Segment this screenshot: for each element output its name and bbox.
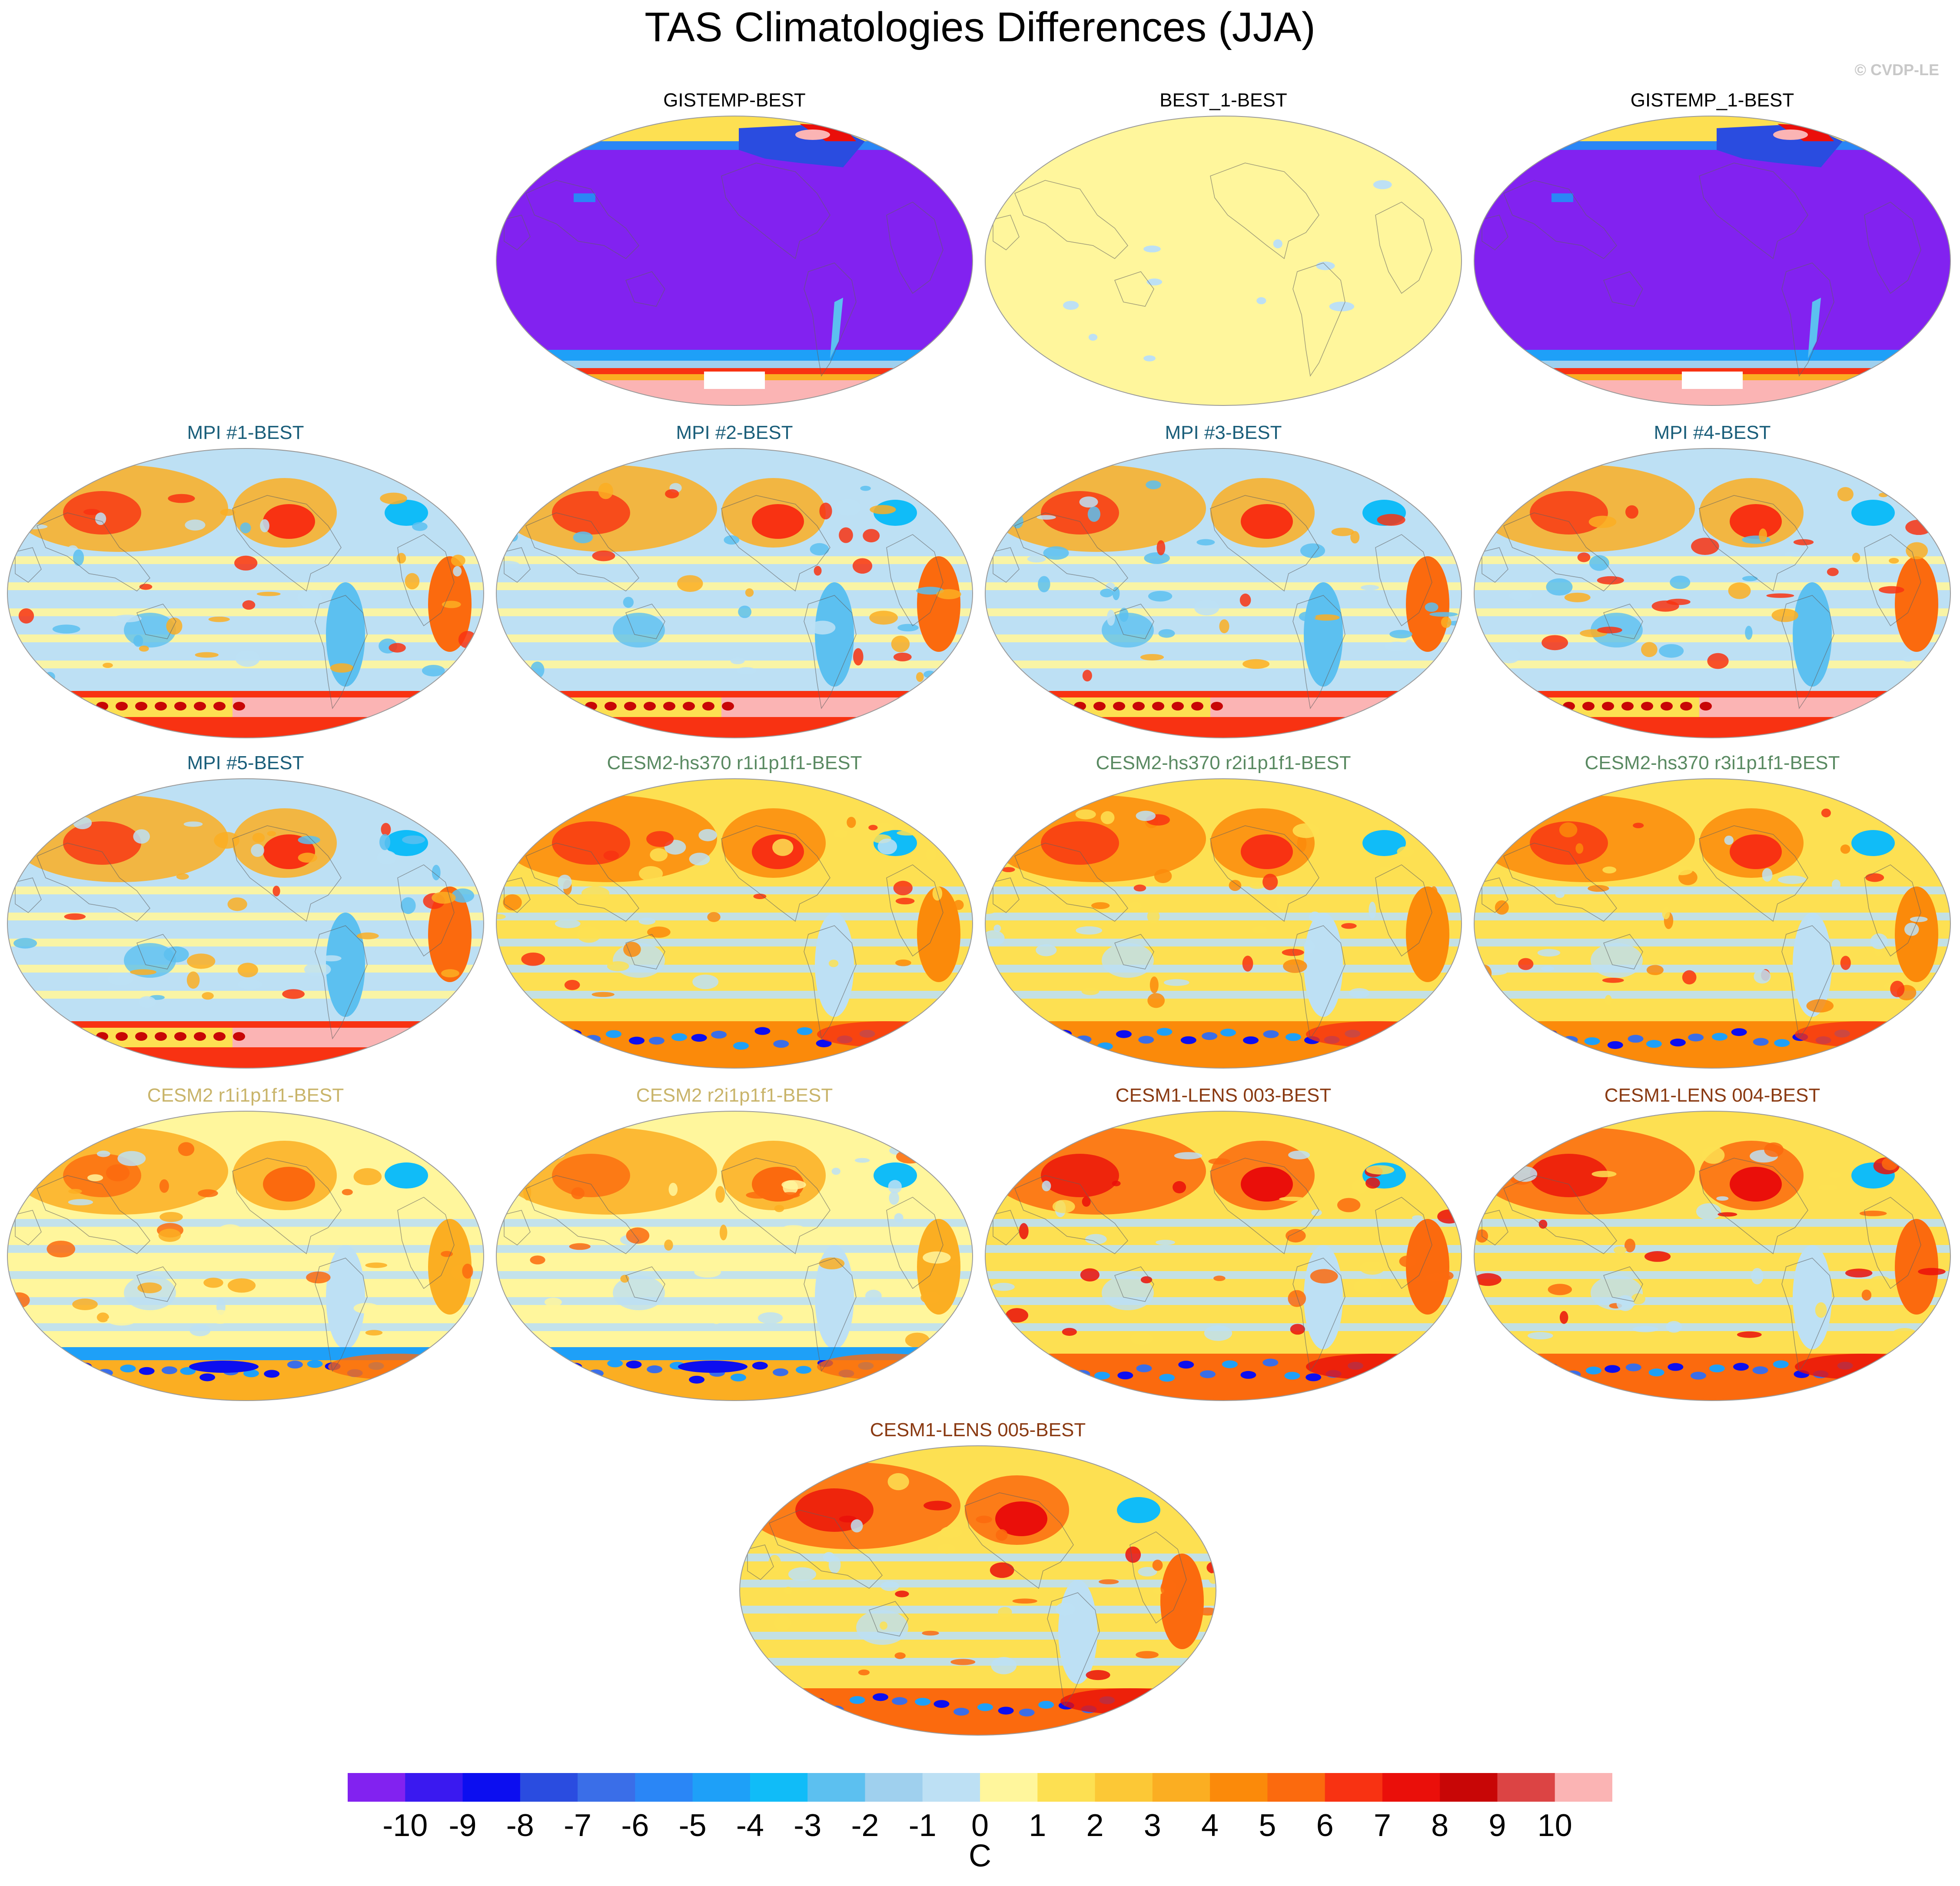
colorbar-box [1210,1773,1268,1802]
colorbar-tick-label: 8 [1431,1808,1449,1843]
colorbar-tick-label: -8 [506,1808,534,1843]
colorbar-box [1037,1773,1096,1802]
colorbar-tick-label: 6 [1316,1808,1334,1843]
colorbar-tick-label: 1 [1029,1808,1046,1843]
colorbar-tick-label: -5 [678,1808,707,1843]
map-panel-title: CESM2-hs370 r1i1p1f1-BEST [607,752,862,774]
colorbar-box [865,1773,923,1802]
colorbar-tick-label: 3 [1143,1808,1161,1843]
colorbar-tick-label: -2 [851,1808,879,1843]
colorbar-box [1555,1773,1612,1802]
map-panel: MPI #3-BEST [984,422,1462,743]
map-plot [7,778,484,1069]
colorbar-tick-label: 0 [971,1808,989,1843]
map-panel-title: BEST_1-BEST [1159,90,1287,111]
map-panel-title: MPI #2-BEST [676,422,793,443]
map-panel-title: CESM2-hs370 r3i1p1f1-BEST [1585,752,1840,774]
colorbar-tick-label: -6 [621,1808,649,1843]
map-plot [1474,1111,1951,1401]
map-plot [496,116,973,406]
map-plot [1474,448,1951,738]
colorbar-tick-labels: -10 -9 -8 -7 -6 -5 -4 -3 -2 -1 0 1 2 3 4 5 6 7 8 9 10 [0,1808,1960,1843]
map-plot [496,778,973,1069]
map-panel-title: CESM1-LENS 004-BEST [1604,1085,1820,1106]
map-panel: CESM2 r2i1p1f1-BEST [495,1084,973,1406]
map-panel-title: CESM2-hs370 r2i1p1f1-BEST [1096,752,1351,774]
map-plot [985,116,1462,406]
colorbar-box [1440,1773,1498,1802]
map-panel: CESM1-LENS 005-BEST [739,1419,1217,1740]
colorbar-tick-label: -7 [564,1808,592,1843]
colorbar-box [692,1773,751,1802]
map-panel: MPI #4-BEST [1473,422,1951,743]
map-panel: MPI #1-BEST [7,422,485,743]
colorbar-tick-label: 10 [1537,1808,1572,1843]
colorbar-tick-label: -3 [794,1808,822,1843]
map-panel: GISTEMP-BEST [495,89,973,411]
colorbar-boxes [348,1773,1612,1802]
map-plot [496,448,973,738]
map-plot [7,448,484,738]
colorbar-box [807,1773,865,1802]
map-panel: CESM2-hs370 r2i1p1f1-BEST [984,752,1462,1073]
colorbar-box [1497,1773,1555,1802]
colorbar-box [750,1773,808,1802]
colorbar-box [1095,1773,1153,1802]
colorbar-box [520,1773,578,1802]
colorbar-tick-label: 9 [1488,1808,1506,1843]
map-panel: GISTEMP_1-BEST [1473,89,1951,411]
colorbar-box [462,1773,521,1802]
map-plot [985,778,1462,1069]
map-panel-title: CESM2 r2i1p1f1-BEST [636,1085,833,1106]
map-panel: CESM2-hs370 r1i1p1f1-BEST [495,752,973,1073]
map-panel-title: GISTEMP-BEST [663,90,806,111]
map-panel-title: MPI #1-BEST [187,422,304,443]
colorbar-box [348,1773,405,1802]
colorbar-box [578,1773,635,1802]
map-plot [985,448,1462,738]
colorbar-units: C [969,1839,991,1873]
colorbar-tick-label: 7 [1373,1808,1391,1843]
colorbar-tick-label: -4 [736,1808,764,1843]
map-panel: BEST_1-BEST [984,89,1462,411]
map-panel-title: MPI #5-BEST [187,752,304,774]
colorbar-box [922,1773,980,1802]
map-plot [1474,116,1951,406]
colorbar-box [405,1773,463,1802]
map-panel: CESM2 r1i1p1f1-BEST [7,1084,485,1406]
map-panel-title: GISTEMP_1-BEST [1630,90,1794,111]
copyright-label: © CVDP-LE [1854,61,1939,79]
map-plot [1474,778,1951,1069]
colorbar [348,1773,1612,1802]
map-panel: MPI #2-BEST [495,422,973,743]
colorbar-tick-label: -9 [448,1808,477,1843]
map-panel: MPI #5-BEST [7,752,485,1073]
colorbar-tick-label: 4 [1201,1808,1219,1843]
map-panel: CESM1-LENS 004-BEST [1473,1084,1951,1406]
colorbar-tick-label: 5 [1259,1808,1276,1843]
colorbar-box [1152,1773,1210,1802]
colorbar-tick-label: 2 [1086,1808,1104,1843]
map-panel: CESM2-hs370 r3i1p1f1-BEST [1473,752,1951,1073]
colorbar-tick-label: -10 [382,1808,428,1843]
colorbar-tick-label: -1 [908,1808,937,1843]
map-plot [496,1111,973,1401]
figure-title: TAS Climatologies Differences (JJA) [644,4,1316,50]
map-panel-title: CESM1-LENS 003-BEST [1115,1085,1332,1106]
map-plot [739,1445,1216,1736]
colorbar-box [1325,1773,1383,1802]
map-panel-title: CESM1-LENS 005-BEST [870,1419,1086,1441]
map-plot [7,1111,484,1401]
map-panel-title: CESM2 r1i1p1f1-BEST [147,1085,344,1106]
map-panel-title: MPI #3-BEST [1165,422,1282,443]
map-panel-title: MPI #4-BEST [1654,422,1771,443]
colorbar-box [1382,1773,1440,1802]
map-panel: CESM1-LENS 003-BEST [984,1084,1462,1406]
colorbar-box [1267,1773,1325,1802]
map-plot [985,1111,1462,1401]
colorbar-box [980,1773,1038,1802]
colorbar-box [635,1773,693,1802]
